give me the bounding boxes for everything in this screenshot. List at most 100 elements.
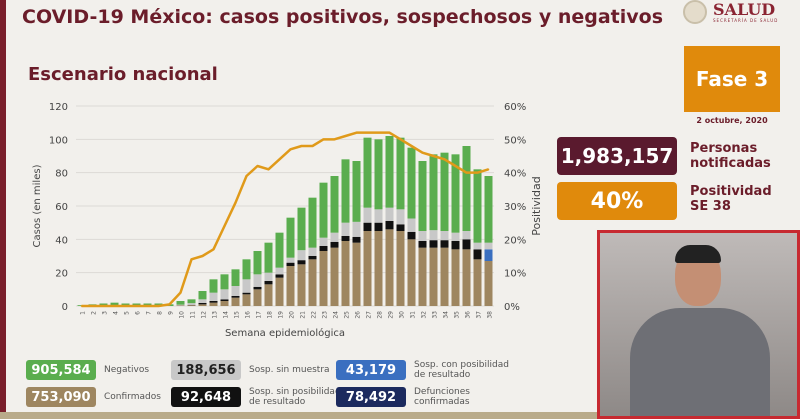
y-tick-label: 100	[49, 135, 68, 146]
bar-segment-negativos	[176, 301, 185, 305]
bar-segment-sosp-sin-muestra	[407, 218, 416, 232]
x-tick-label: 21	[300, 311, 307, 319]
chart-subtitle: Escenario nacional	[28, 64, 218, 85]
bar-segment-sosp-sin-posibilidad-de-resultado	[385, 221, 394, 230]
positividad-point	[124, 305, 127, 307]
bar-segment-sosp-sin-posibilidad-de-resultado	[231, 296, 240, 298]
bar-segment-negativos	[374, 139, 383, 210]
notificadas-label-line2: notificadas	[690, 156, 771, 171]
positividad-point	[80, 305, 83, 307]
bar-segment-negativos	[330, 176, 339, 233]
bar-segment-sosp-sin-muestra	[462, 231, 471, 240]
positividad-point	[311, 145, 314, 147]
bar-segment-sosp-sin-muestra	[418, 231, 427, 241]
legend-value: 188,656	[171, 360, 241, 380]
legend-sin-muestra: 188,656 Sosp. sin muestra	[171, 360, 349, 380]
legend-defunciones: 78,492 Defunciones confirmadas	[336, 387, 514, 407]
legend-value: 92,648	[171, 387, 241, 407]
positividad-point	[399, 138, 402, 141]
positividad-point	[91, 305, 94, 307]
bar-segment-sosp-sin-muestra	[451, 232, 460, 241]
x-tick-label: 36	[465, 311, 472, 319]
x-tick-label: 28	[377, 311, 384, 319]
positividad-point	[355, 131, 358, 134]
x-tick-label: 8	[157, 311, 164, 315]
bar-segment-sosp-sin-muestra	[231, 286, 240, 296]
x-tick-label: 11	[190, 311, 197, 319]
salud-logo: SALUD SECRETARÍA DE SALUD	[683, 0, 778, 24]
bar-segment-negativos	[440, 152, 449, 231]
bar-segment-negativos	[363, 137, 372, 208]
positividad-point	[322, 138, 325, 141]
positividad-point	[245, 175, 248, 177]
bar-segment-sosp-sin-muestra	[319, 237, 328, 246]
logo-text: SALUD	[713, 0, 776, 19]
bar-segment-confirmados	[187, 305, 196, 306]
bar-segment-sosp-sin-posibilidad-de-resultado	[462, 239, 471, 250]
x-tick-label: 4	[113, 311, 120, 315]
x-tick-label: 13	[212, 311, 219, 319]
bar-segment-negativos	[396, 137, 405, 210]
y-tick-label: 80	[55, 169, 68, 180]
bar-segment-sosp-sin-muestra	[176, 304, 185, 306]
bar-segment-sosp-sin-posibilidad-de-resultado	[440, 240, 449, 248]
x-tick-label: 5	[124, 311, 131, 315]
bar-segment-negativos	[286, 217, 295, 258]
positividad-point	[212, 248, 215, 251]
bar-segment-negativos	[319, 182, 328, 238]
bar-segment-confirmados	[352, 242, 361, 306]
legend-value: 78,492	[336, 387, 406, 407]
notificadas-value: 1,983,157	[557, 137, 677, 175]
positividad-point	[113, 305, 116, 307]
y-tick-label: 0	[62, 302, 68, 313]
positividad-point	[333, 138, 336, 141]
y-tick-label: 40	[55, 235, 68, 246]
y-tick-label: 60	[55, 202, 68, 213]
positividad-point	[267, 168, 270, 171]
bar-segment-negativos	[231, 269, 240, 286]
x-tick-label: 17	[256, 311, 263, 319]
bar-segment-sosp-sin-posibilidad-de-resultado	[275, 274, 284, 278]
legend-negativos: 905,584 Negativos	[26, 360, 204, 380]
positividad-point	[476, 171, 479, 174]
x-tick-label: 6	[135, 311, 142, 315]
positividad-value: 40%	[557, 182, 677, 220]
bar-segment-sosp-sin-posibilidad-de-resultado	[352, 236, 361, 243]
report-date: 2 octubre, 2020	[696, 116, 768, 125]
bar-segment-sosp-sin-posibilidad-de-resultado	[264, 281, 273, 285]
bar-segment-sosp-sin-posibilidad-de-resultado	[451, 241, 460, 250]
positividad-point	[135, 305, 138, 307]
bar-segment-sosp-sin-posibilidad-de-resultado	[396, 224, 405, 231]
bar-segment-sosp-sin-posibilidad-de-resultado	[363, 222, 372, 231]
positividad-point	[388, 131, 391, 134]
bar-segment-confirmados	[286, 266, 295, 306]
bar-segment-negativos	[341, 159, 350, 223]
x-tick-label: 18	[267, 311, 274, 319]
legend-value: 43,179	[336, 360, 406, 380]
bar-segment-sosp-sin-muestra	[297, 250, 306, 261]
x-tick-label: 12	[201, 311, 208, 319]
bar-segment-negativos	[429, 154, 438, 231]
bar-segment-confirmados	[198, 304, 207, 306]
bar-segment-sosp-sin-posibilidad-de-resultado	[418, 241, 427, 248]
x-tick-label: 19	[278, 311, 285, 319]
x-tick-label: 25	[344, 311, 351, 319]
bar-segment-sosp-sin-muestra	[484, 242, 493, 250]
bar-segment-sosp-sin-muestra	[242, 279, 251, 293]
notificadas-label-line1: Personas	[690, 141, 758, 156]
frame-left-stripe	[0, 0, 6, 419]
bar-segment-sosp-sin-posibilidad-de-resultado	[209, 301, 218, 303]
bar-segment-confirmados	[374, 231, 383, 306]
x-tick-label: 35	[454, 311, 461, 319]
frame-bottom-stripe	[0, 412, 800, 419]
bar-segment-confirmados	[484, 261, 493, 306]
bar-segment-sosp-sin-posibilidad-de-resultado	[330, 241, 339, 248]
bar-segment-sosp-sin-muestra	[341, 222, 350, 236]
bar-segment-sosp-sin-muestra	[330, 232, 339, 242]
y-tick-label: 120	[49, 102, 68, 113]
x-tick-label: 16	[245, 311, 252, 319]
x-tick-label: 23	[322, 311, 329, 319]
bar-segment-sosp-con-posibilidad-de-resultado	[484, 249, 493, 261]
x-tick-label: 1	[80, 311, 87, 315]
x-tick-label: 37	[476, 311, 483, 319]
